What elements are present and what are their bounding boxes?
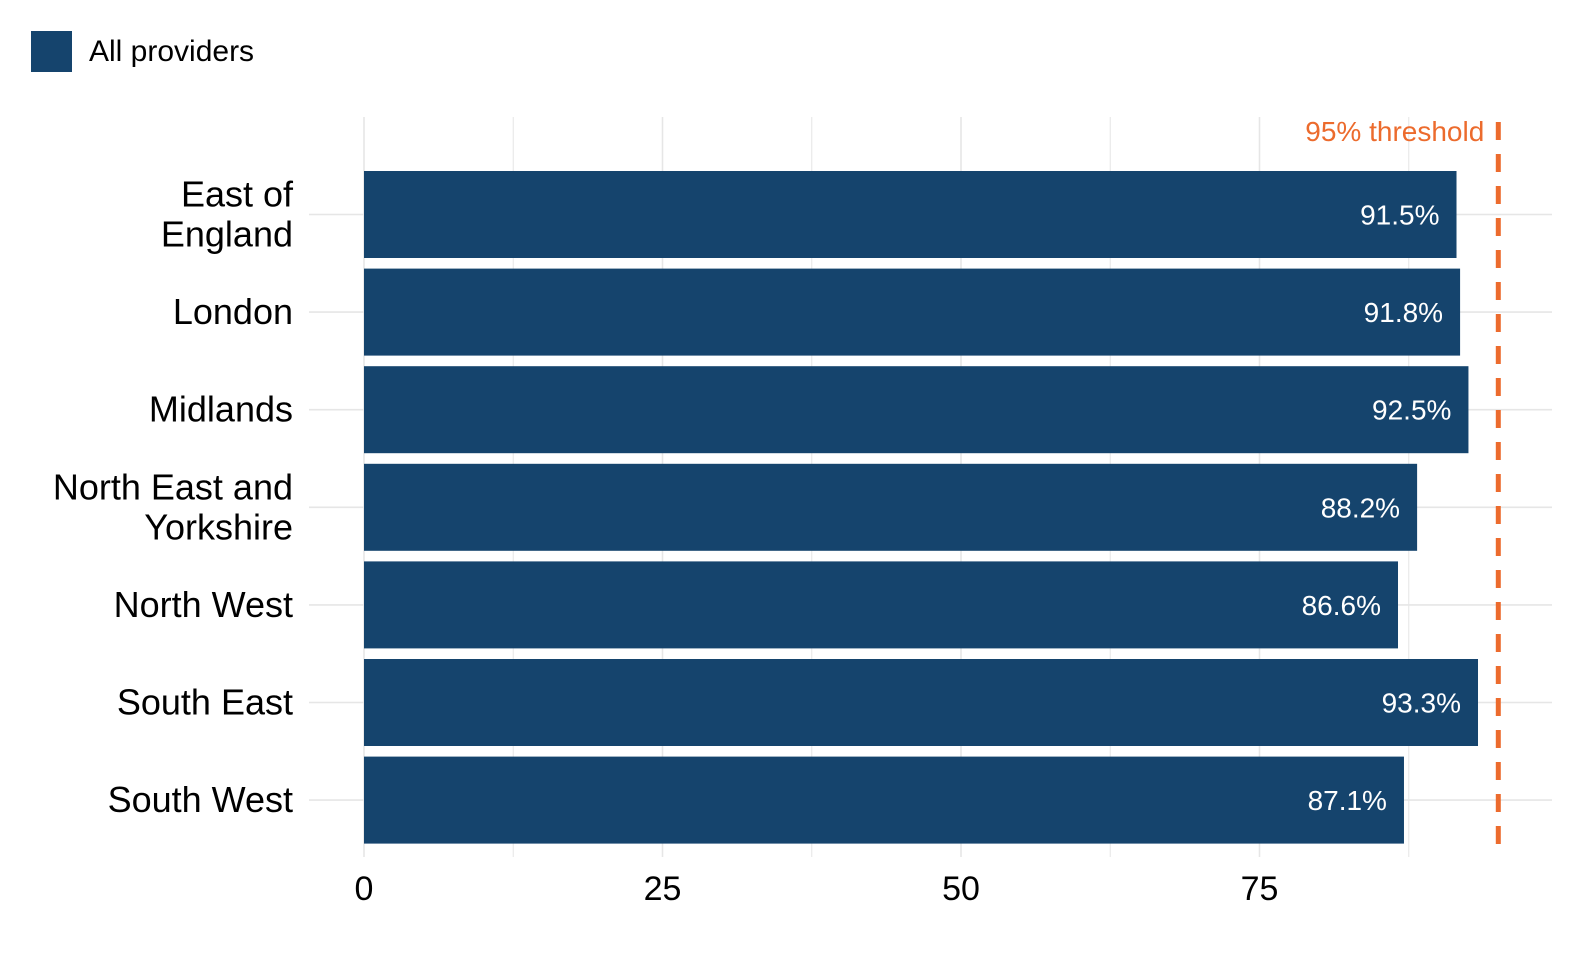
bar (364, 463, 1418, 551)
bar (364, 268, 1461, 356)
legend: All providers (31, 31, 254, 72)
category-label: England (161, 214, 293, 255)
bar-value-label: 91.5% (1360, 200, 1439, 231)
bar-value-label: 93.3% (1382, 688, 1461, 719)
bar-value-label: 88.2% (1321, 492, 1400, 523)
category-label: London (173, 291, 293, 332)
x-tick-label: 25 (644, 870, 682, 908)
category-label: North West (114, 584, 293, 625)
bar-value-label: 91.8% (1364, 297, 1443, 328)
bar (364, 171, 1457, 258)
x-axis-ticks: 0 25 50 75 (355, 870, 1279, 908)
bars: 91.5% 91.8% 92.5% 88.2% 86.6% 93.3% 87.1% (364, 171, 1479, 844)
threshold: 95% threshold (1305, 116, 1501, 857)
bar (364, 561, 1399, 649)
bar-value-label: 87.1% (1308, 785, 1387, 816)
legend-swatch (31, 31, 72, 72)
category-label: Yorkshire (144, 506, 293, 547)
x-tick-label: 75 (1241, 870, 1279, 908)
category-label: Midlands (149, 389, 293, 430)
legend-label: All providers (89, 34, 255, 68)
category-label: South East (117, 682, 293, 723)
bar-value-label: 92.5% (1372, 395, 1451, 426)
bar (364, 756, 1404, 844)
category-label: South West (108, 779, 293, 820)
threshold-label: 95% threshold (1305, 116, 1484, 147)
category-label: North East and (53, 466, 293, 507)
bar (364, 659, 1479, 746)
x-tick-label: 50 (942, 870, 980, 908)
bar (364, 366, 1469, 454)
category-label: East of (181, 174, 294, 215)
x-tick-label: 0 (355, 870, 374, 908)
bar-value-label: 86.6% (1302, 590, 1381, 621)
